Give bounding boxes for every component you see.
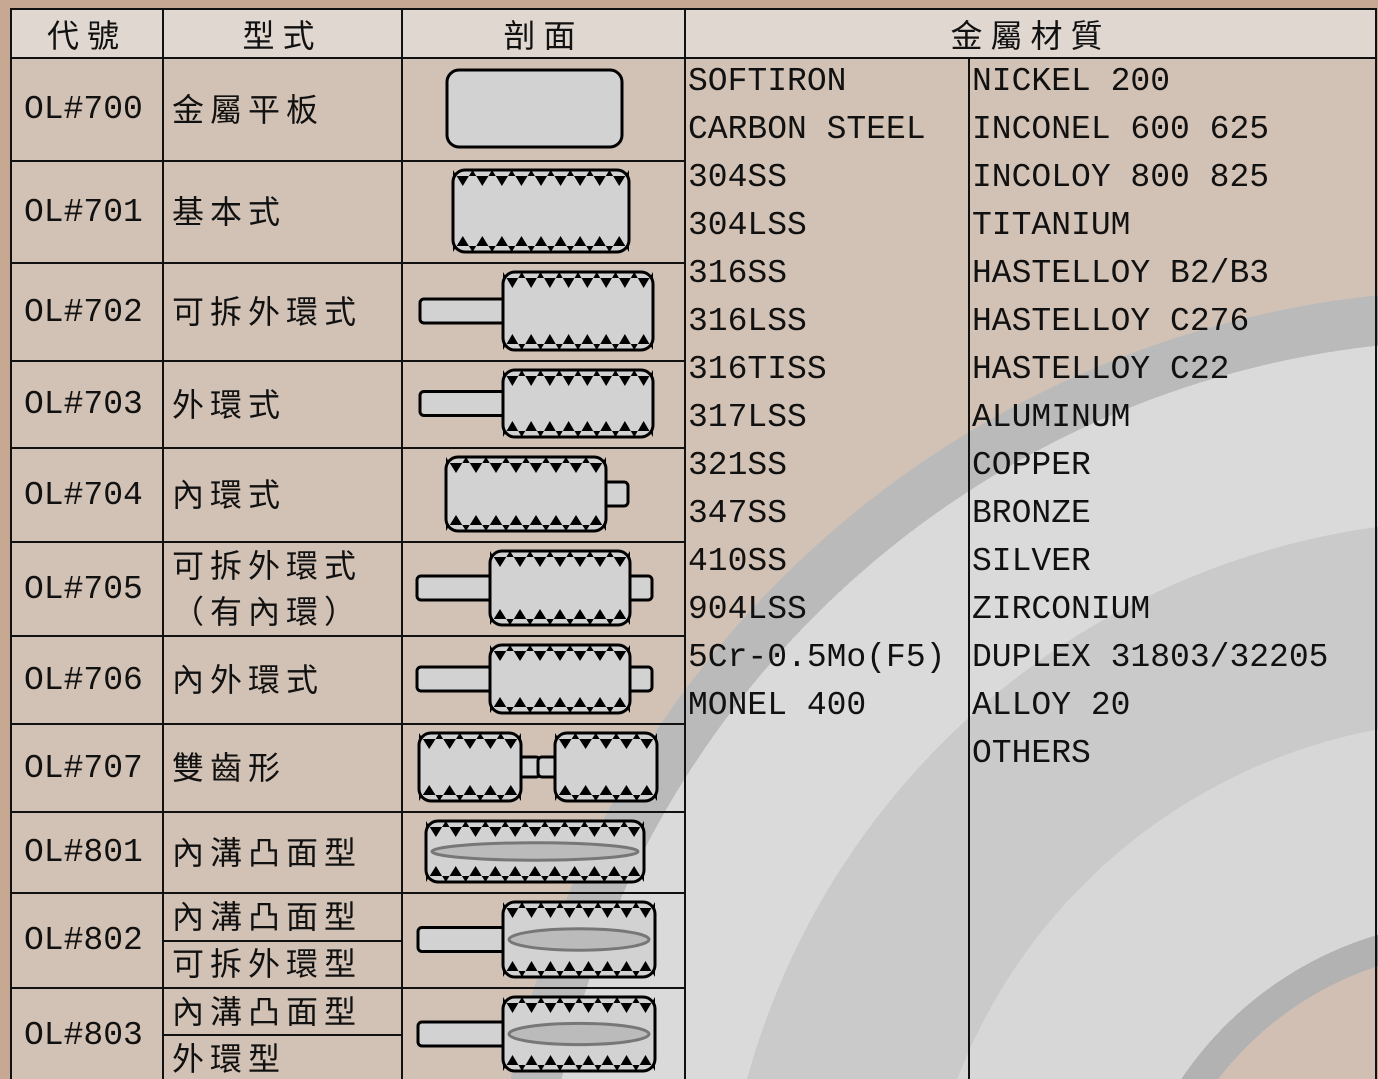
section-shape [453, 236, 629, 252]
type-cell: 雙齒形 [162, 723, 403, 813]
material-column [968, 57, 1377, 1079]
section-shape [490, 645, 630, 661]
section-shape [503, 961, 655, 977]
section-shape [503, 370, 653, 386]
section-shape [426, 821, 644, 837]
section-shape [446, 457, 606, 473]
section-shape [490, 697, 630, 713]
type-cell: 金屬平板 [162, 57, 403, 162]
section-shape [501, 368, 655, 439]
material-item: OTHERS [972, 735, 1091, 772]
material-item: MONEL 400 [688, 687, 867, 724]
type-cell: 內溝凸面型 [162, 892, 403, 942]
code-cell: OL#702 [10, 262, 164, 362]
section-shape [415, 574, 499, 602]
section-shape [503, 334, 653, 350]
material-item: 316SS [688, 255, 788, 292]
header-cell: 金屬材質 [684, 8, 1377, 59]
material-item: 304SS [688, 159, 788, 196]
material-item: TITANIUM [972, 207, 1131, 244]
header-cell: 代號 [10, 8, 164, 59]
section-shape [444, 455, 608, 533]
code-cell: OL#801 [10, 811, 164, 894]
section-shape [453, 170, 629, 186]
section-shape [490, 609, 630, 625]
material-item: INCONEL 600 625 [972, 111, 1270, 148]
type-line: （有內環） [172, 593, 363, 631]
section-shape [488, 549, 632, 627]
material-item: CARBON STEEL [688, 111, 926, 148]
type-cell: 內環式 [162, 447, 403, 543]
material-item: 321SS [688, 447, 788, 484]
code-cell: OL#705 [10, 541, 164, 637]
type-cell: 外環型 [162, 1034, 403, 1079]
section-shape [451, 168, 631, 254]
code-cell: OL#803 [10, 987, 164, 1079]
code-cell: OL#700 [10, 57, 164, 162]
material-item: ALUMINUM [972, 399, 1131, 436]
material-item: SILVER [972, 543, 1091, 580]
type-cell: 可拆外環式 [162, 262, 403, 362]
material-item: 410SS [688, 543, 788, 580]
section-shape [419, 733, 521, 749]
material-item: HASTELLOY C276 [972, 303, 1250, 340]
material-item: 347SS [688, 495, 788, 532]
material-item: 904LSS [688, 591, 807, 628]
material-item: HASTELLOY C22 [972, 351, 1230, 388]
section-shape [445, 68, 624, 149]
header-cell: 剖面 [401, 8, 686, 59]
material-item: 5Cr-0.5Mo(F5) [688, 639, 946, 676]
section-shape [501, 270, 655, 352]
section-shape [419, 785, 521, 801]
type-cell: 外環式 [162, 360, 403, 449]
section-shape [426, 866, 644, 882]
section-shape [507, 927, 651, 952]
material-item: NICKEL 200 [972, 63, 1171, 100]
section-shape [553, 731, 659, 803]
type-cell: 基本式 [162, 160, 403, 264]
material-item: INCOLOY 800 825 [972, 159, 1270, 196]
section-shape [507, 1021, 651, 1047]
section-shape [415, 665, 499, 693]
code-cell: OL#706 [10, 635, 164, 725]
section-shape [490, 551, 630, 567]
section-shape [503, 1055, 655, 1071]
material-item: SOFTIRON [688, 63, 847, 100]
section-shape [418, 390, 512, 417]
material-item: HASTELLOY B2/B3 [972, 255, 1270, 292]
section-shape [503, 902, 655, 918]
section-shape [503, 272, 653, 288]
code-cell: OL#703 [10, 360, 164, 449]
type-cell: 可拆外環型 [162, 939, 403, 989]
material-item: ZIRCONIUM [972, 591, 1151, 628]
material-item: 316TISS [688, 351, 827, 388]
type-cell: 內外環式 [162, 635, 403, 725]
section-shape [417, 731, 523, 803]
section-shape [503, 421, 653, 437]
material-item: BRONZE [972, 495, 1091, 532]
material-item: 304LSS [688, 207, 807, 244]
material-item: ALLOY 20 [972, 687, 1131, 724]
material-item: 317LSS [688, 399, 807, 436]
section-shape [555, 785, 657, 801]
section-shape [503, 997, 655, 1013]
section-shape [488, 643, 632, 715]
section-shape [418, 297, 512, 325]
section-shape [430, 841, 640, 862]
material-item: DUPLEX 31803/32205 [972, 639, 1329, 676]
code-cell: OL#802 [10, 892, 164, 989]
section-shape [446, 515, 606, 531]
section-shape [555, 733, 657, 749]
material-column [684, 57, 970, 1079]
material-item: 316LSS [688, 303, 807, 340]
material-item: COPPER [972, 447, 1091, 484]
type-line: 可拆外環式 [172, 547, 363, 585]
code-cell: OL#704 [10, 447, 164, 543]
type-cell: 可拆外環式 （有內環） [162, 541, 403, 637]
